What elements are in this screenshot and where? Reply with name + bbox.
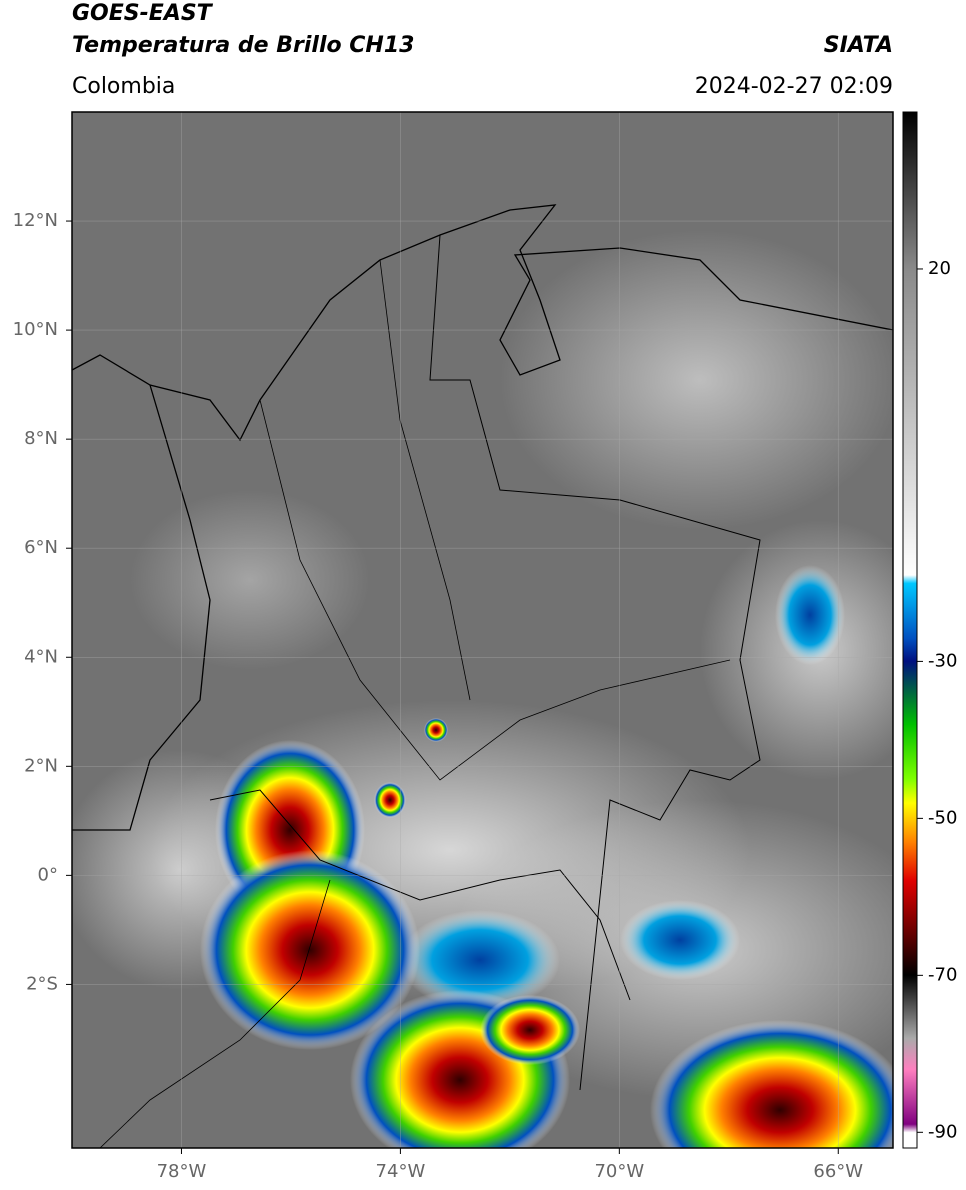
y-tick-label: 8°N	[24, 428, 58, 449]
colorbar-tick-label: -30	[928, 650, 957, 671]
satellite-image	[72, 112, 893, 1148]
x-tick-label: 74°W	[376, 1161, 426, 1182]
y-tick-label: 12°N	[13, 210, 58, 231]
title: Temperatura de Brillo CH13	[72, 33, 414, 58]
x-tick-label: 66°W	[813, 1161, 863, 1182]
colorbar-tick-label: -70	[928, 964, 957, 985]
timestamp: 2024-02-27 02:09	[695, 74, 893, 99]
map-frame	[71, 111, 894, 1149]
y-tick-label: 2°N	[24, 755, 58, 776]
y-tick-label: 0°	[38, 864, 58, 885]
region: Colombia	[72, 74, 175, 99]
title: GOES-EAST	[72, 1, 214, 26]
y-tick-label: 6°N	[24, 537, 58, 558]
x-tick-label: 78°W	[157, 1161, 207, 1182]
colorbar-tick-label: -90	[928, 1121, 957, 1142]
y-tick-label: 2°S	[26, 973, 58, 994]
colorbar-tick-label: -50	[928, 807, 957, 828]
x-tick-label: 70°W	[594, 1161, 644, 1182]
y-tick-label: 10°N	[13, 319, 58, 340]
source: SIATA	[824, 33, 893, 58]
y-tick-label: 4°N	[24, 646, 58, 667]
colorbar-tick-label: 20	[928, 258, 951, 279]
colorbar	[902, 111, 918, 1149]
